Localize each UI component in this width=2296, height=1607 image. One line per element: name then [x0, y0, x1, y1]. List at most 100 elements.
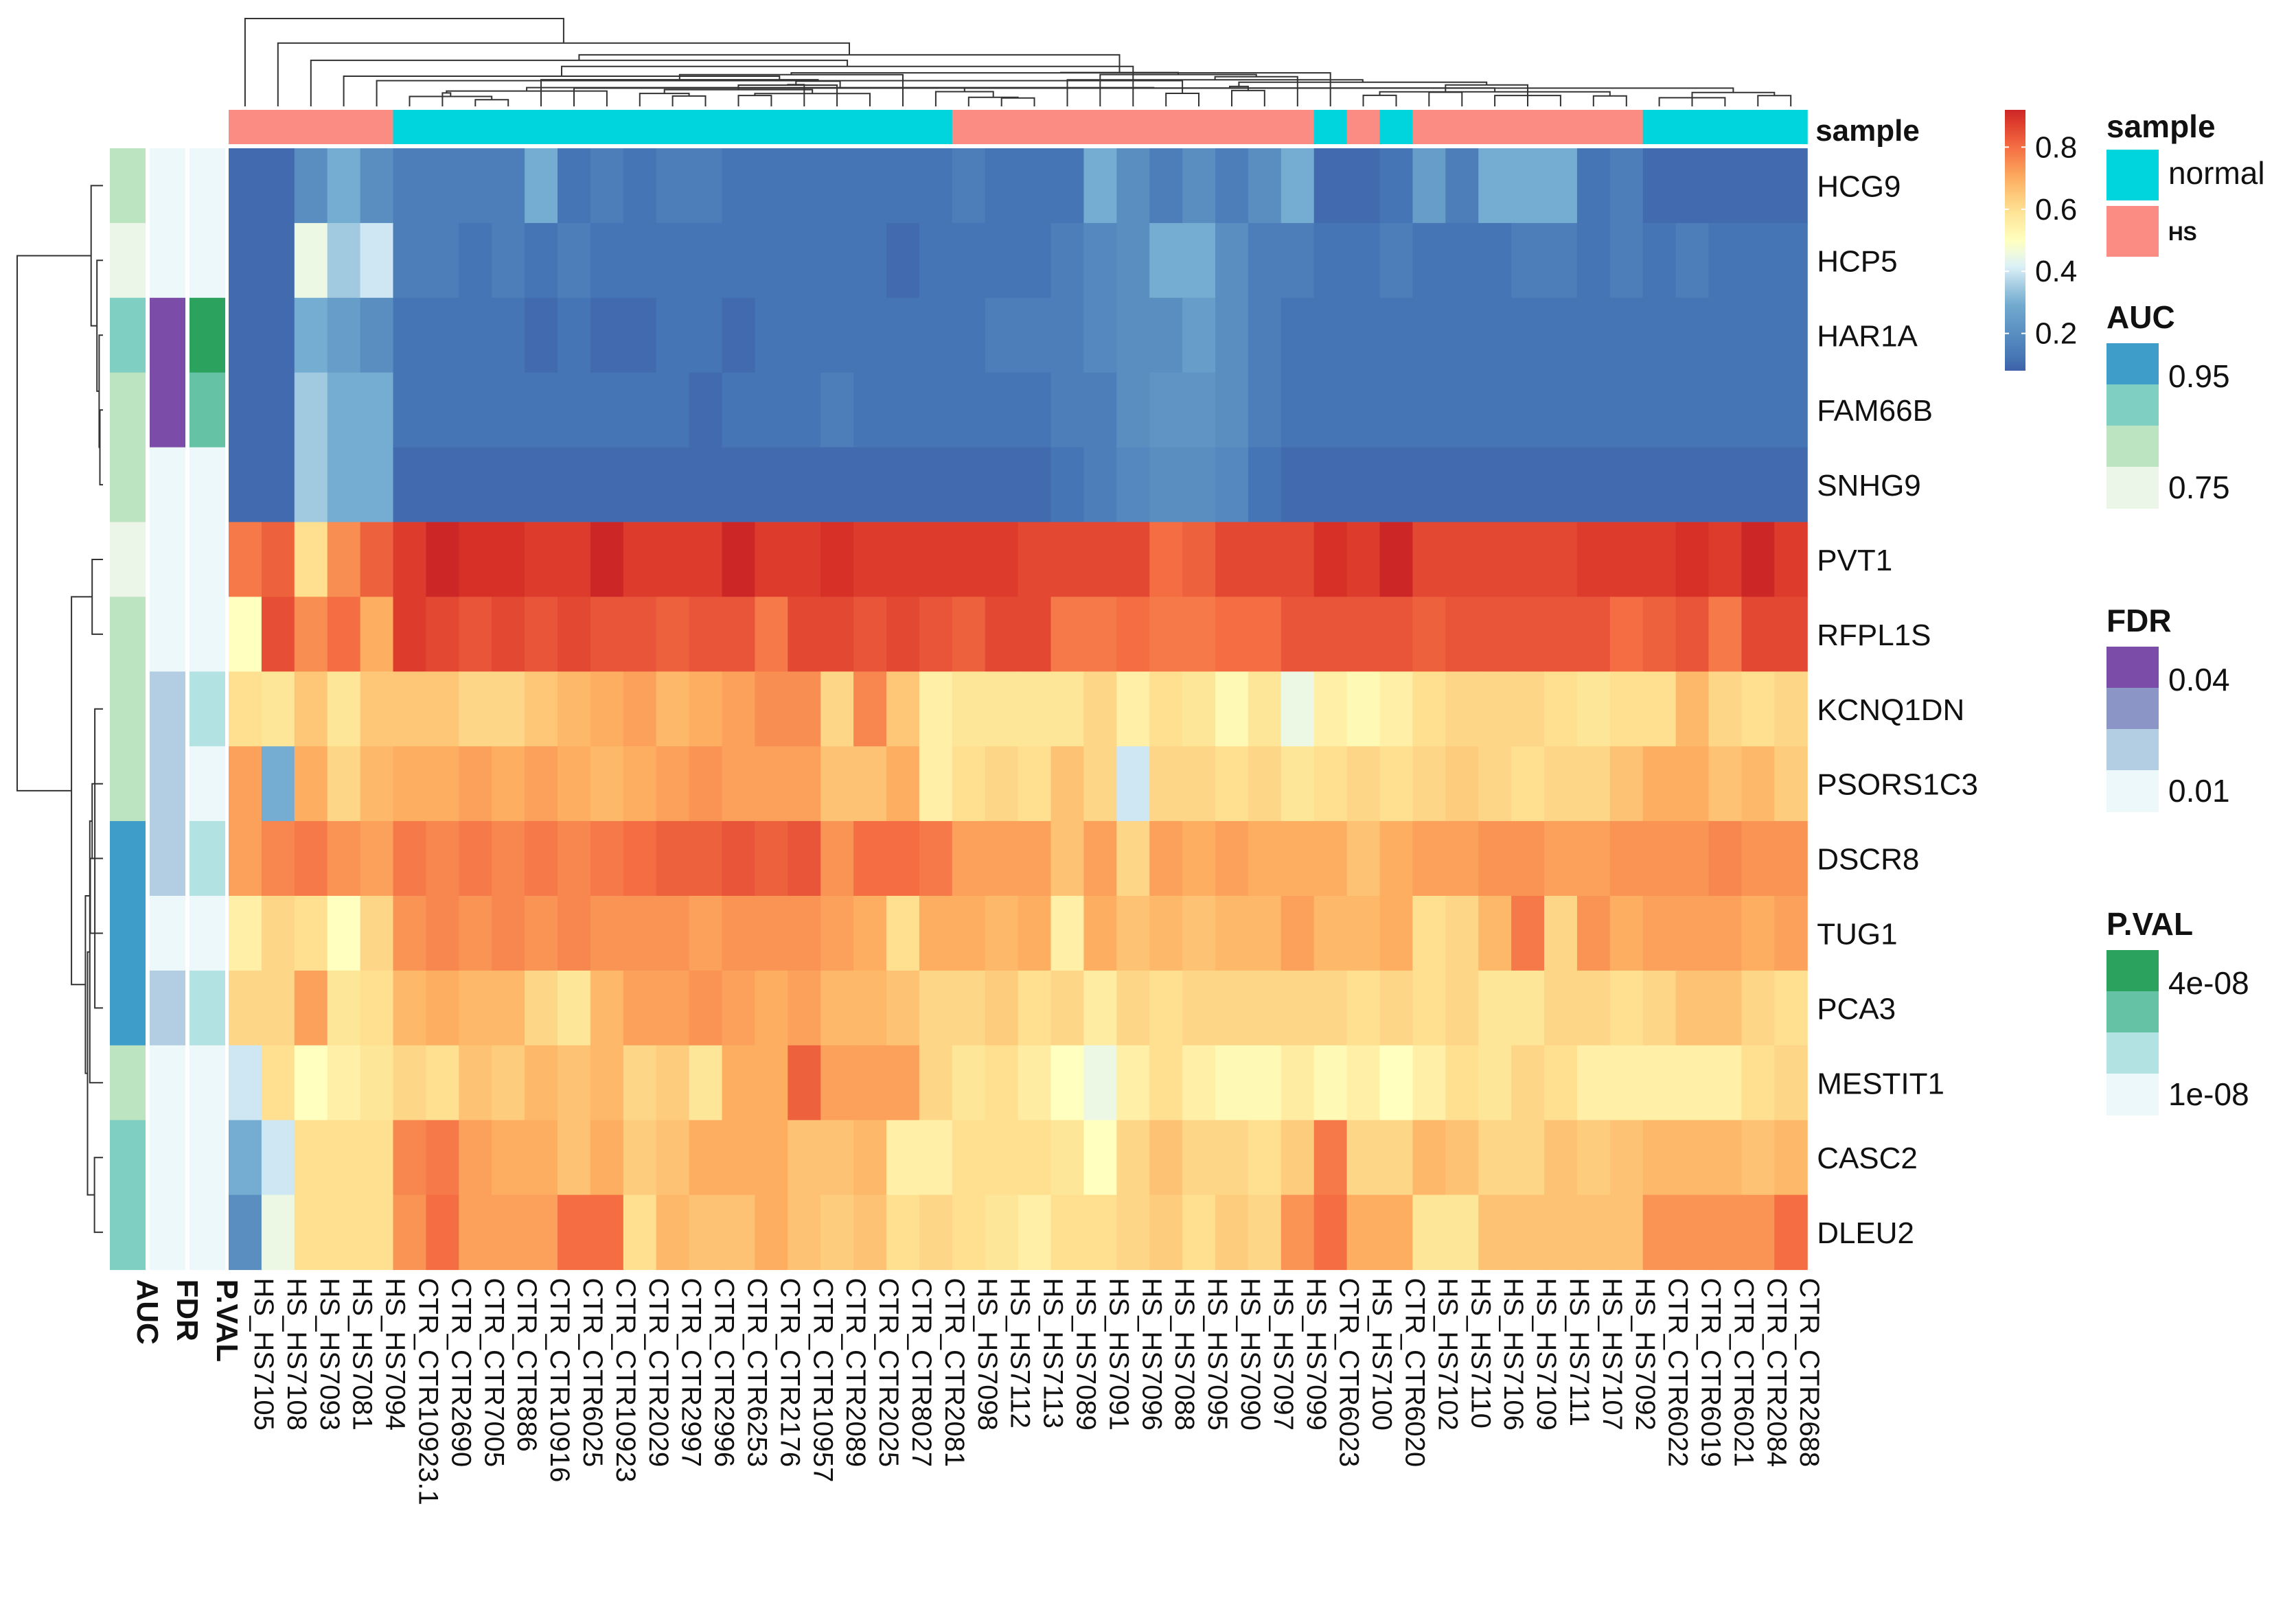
heatmap-cell [853, 1045, 887, 1121]
heatmap-cell [985, 970, 1019, 1046]
heatmap-cell [229, 970, 262, 1046]
row-annotation-cell [150, 447, 185, 523]
sample-label: CTR_CTR2025 [873, 1278, 904, 1468]
heatmap-cell [1576, 222, 1611, 299]
heatmap-cell [1346, 522, 1381, 597]
heatmap-cell [492, 896, 525, 971]
heatmap-cell [886, 148, 920, 224]
heatmap-cell [722, 1120, 755, 1196]
heatmap-cell [261, 597, 295, 672]
heatmap-cell [294, 372, 328, 448]
heatmap-cell [558, 1045, 591, 1121]
sample-annotation-cell [1051, 110, 1084, 144]
heatmap-cell [985, 1194, 1019, 1271]
heatmap-cell [1609, 522, 1644, 597]
heatmap-cell [1083, 1120, 1117, 1196]
heatmap-cell [294, 222, 328, 299]
heatmap-cell [985, 522, 1019, 597]
heatmap-cell [1215, 1120, 1249, 1196]
legend-swatch [2106, 467, 2159, 509]
heatmap-cell [1774, 148, 1808, 224]
heatmap-cell [1313, 1194, 1348, 1271]
legend-swatch [2106, 1074, 2159, 1115]
dendrogram-branch [244, 18, 564, 106]
heatmap-cell [985, 297, 1019, 373]
dendrogram-branch [310, 59, 849, 106]
heatmap-cell [1511, 746, 1545, 822]
sample-label: HS_HS7095 [1202, 1278, 1232, 1431]
heatmap-cell [492, 1194, 525, 1271]
heatmap-cell [656, 970, 690, 1046]
heatmap-cell [590, 148, 624, 224]
heatmap-cell [1412, 1120, 1446, 1196]
heatmap-cell [294, 522, 328, 597]
gene-label: PCA3 [1817, 992, 1896, 1026]
sample-annotation-cell [426, 110, 459, 144]
dendrogram-branch [99, 409, 103, 486]
heatmap-cell [1281, 671, 1315, 747]
heatmap-cell [426, 746, 459, 822]
heatmap-cell [1609, 671, 1644, 747]
heatmap-cell [459, 447, 492, 523]
sample-annotation-cell [853, 110, 887, 144]
heatmap-cell [1248, 372, 1282, 448]
heatmap-cell [689, 297, 723, 373]
heatmap-cell [623, 896, 657, 971]
sample-label: CTR_CTR2688 [1794, 1278, 1824, 1468]
heatmap-cell [919, 1045, 953, 1121]
heatmap-cell [1313, 671, 1348, 747]
heatmap-cell [360, 372, 394, 448]
heatmap-cell [590, 896, 624, 971]
heatmap-cell [1741, 970, 1775, 1046]
heatmap-cell [1313, 597, 1348, 672]
heatmap-cell [919, 522, 953, 597]
heatmap-cell [1182, 970, 1216, 1046]
heatmap-cell [919, 148, 953, 224]
heatmap-cell [1544, 1194, 1578, 1271]
dendrogram-branch [737, 95, 772, 106]
heatmap-cell [294, 821, 328, 897]
gene-label: SNHG9 [1817, 469, 1921, 502]
heatmap-cell [1149, 447, 1183, 523]
heatmap-cell [1774, 671, 1808, 747]
heatmap-cell [1018, 1194, 1052, 1271]
heatmap-cell [1511, 970, 1545, 1046]
dendrogram-branch [1000, 97, 1035, 106]
heatmap-cell [327, 1045, 361, 1121]
heatmap-cell [1478, 1120, 1512, 1196]
row-annotation-cell [110, 746, 146, 822]
heatmap-cell [1478, 671, 1512, 747]
heatmap-cell [1576, 896, 1611, 971]
heatmap-cell [952, 1045, 986, 1121]
heatmap-cell [623, 970, 657, 1046]
heatmap-cell [1182, 896, 1216, 971]
row-annotation-cell [150, 148, 185, 224]
sample-annotation-cell [459, 110, 492, 144]
legend-swatch [2106, 206, 2159, 257]
heatmap-cell [492, 597, 525, 672]
heatmap-cell [459, 297, 492, 373]
heatmap-cell [1412, 148, 1446, 224]
heatmap-cell [1708, 372, 1742, 448]
heatmap-cell [558, 1120, 591, 1196]
column-dendrogram [244, 18, 1792, 106]
heatmap-cell [1281, 746, 1315, 822]
legend-label: HS [2168, 222, 2197, 245]
heatmap-cell [1182, 372, 1216, 448]
heatmap-cell [360, 597, 394, 672]
sample-annotation-cell [590, 110, 624, 144]
heatmap-cell [1675, 746, 1710, 822]
heatmap-cell [788, 222, 821, 299]
dendrogram-branch [91, 783, 103, 859]
heatmap-cell [689, 896, 723, 971]
row-annotation-cell [110, 671, 146, 747]
sample-annotation-cell [1576, 110, 1611, 144]
heatmap-cell [1182, 447, 1216, 523]
heatmap-cell [261, 447, 295, 523]
dendrogram-branch [1428, 91, 1463, 106]
legend-swatch [2106, 1032, 2159, 1074]
heatmap-cell [1675, 148, 1710, 224]
heatmap-cell [558, 297, 591, 373]
